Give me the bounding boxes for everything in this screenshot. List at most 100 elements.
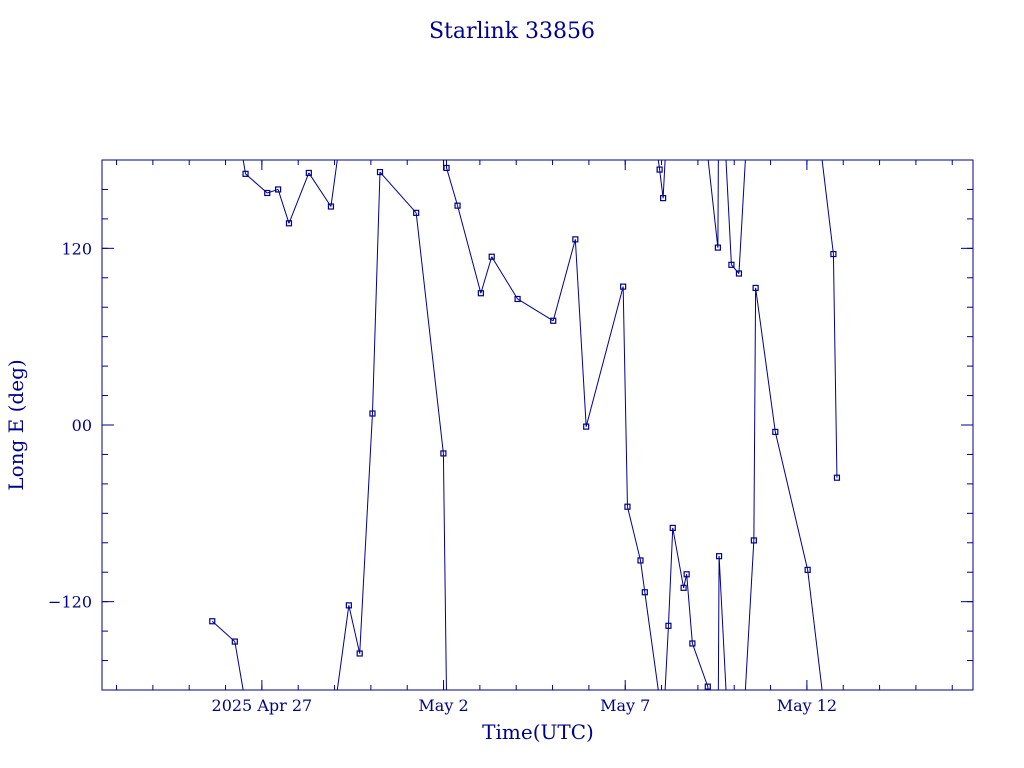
data-point [660, 195, 667, 202]
series-segment [807, 569, 823, 690]
series-segment [517, 298, 554, 322]
series-segment [480, 256, 493, 294]
series-segment [359, 413, 373, 654]
data-point [356, 650, 363, 657]
series-segment [707, 686, 709, 690]
data-point [750, 537, 757, 544]
y-tick-label: 120 [61, 239, 92, 258]
data-point [641, 589, 648, 596]
series-segment [234, 641, 244, 690]
data-point [656, 166, 663, 173]
series-segment [774, 431, 809, 570]
data-point [369, 410, 376, 417]
data-point [477, 290, 484, 297]
series-segment [622, 286, 628, 507]
data-point [264, 189, 271, 197]
data-point [833, 474, 841, 481]
series-segment [686, 574, 693, 644]
data-point [637, 557, 644, 564]
data-point [714, 244, 721, 251]
data-point [715, 553, 723, 560]
data-point [680, 584, 687, 591]
series-segment [446, 167, 459, 206]
series-segment [585, 286, 624, 427]
series-segment [718, 556, 727, 690]
series-segment [717, 556, 720, 690]
series-segment [348, 605, 361, 654]
series-segment [731, 264, 740, 274]
series-segment [267, 188, 279, 194]
series-segment [744, 540, 755, 690]
data-point [572, 236, 579, 243]
series-segment [691, 643, 709, 687]
data-point [804, 566, 811, 573]
series-segment [644, 592, 659, 690]
axis-ticks [102, 160, 973, 690]
y-tick-label: 00 [72, 416, 92, 435]
series-segment [245, 173, 268, 194]
series-segment [211, 620, 236, 642]
data-point [669, 524, 676, 532]
series-layer [209, 160, 841, 690]
data-point [305, 169, 312, 177]
series-segment [626, 506, 641, 561]
data-point [454, 202, 461, 209]
series-segment [738, 160, 746, 274]
series-segment [667, 527, 674, 626]
series-segment [725, 160, 732, 265]
series-segment [755, 287, 776, 432]
data-point [689, 640, 696, 647]
data-point [550, 317, 557, 324]
data-point [440, 450, 447, 457]
series-segment [415, 212, 444, 454]
series-segment [672, 527, 685, 588]
x-tick-label: May 7 [600, 696, 650, 715]
series-segment [664, 625, 669, 690]
series-segment [639, 560, 646, 593]
series-segment [659, 169, 664, 199]
series-segment [707, 160, 719, 248]
data-point [772, 428, 779, 436]
data-point [683, 571, 690, 578]
data-point [327, 203, 335, 210]
series-segment [662, 160, 666, 199]
series-segment [657, 160, 661, 170]
data-point [583, 423, 590, 430]
data-point [209, 618, 216, 625]
data-point [735, 270, 743, 277]
series-segment [242, 160, 247, 174]
x-tick-label: 2025 Apr 27 [212, 696, 313, 715]
plot-frame [101, 159, 974, 691]
series-segment [574, 239, 587, 427]
data-point [488, 253, 495, 260]
plot-area [209, 160, 841, 690]
series-segment [336, 605, 350, 690]
series-segment [288, 172, 310, 224]
series-segment [753, 287, 757, 541]
data-point [413, 209, 420, 216]
data-point [376, 168, 384, 176]
series-segment [821, 160, 834, 255]
data-point [728, 261, 735, 268]
series-segment [442, 453, 447, 690]
data-point [620, 283, 627, 290]
y-axis-label: Long E (deg) [4, 359, 28, 490]
series-segment [308, 172, 332, 207]
data-point [242, 170, 249, 177]
data-point [514, 295, 521, 303]
series-segment [330, 160, 338, 207]
x-tick-label: May 2 [418, 696, 468, 715]
series-segment [379, 171, 417, 214]
series-segment [277, 189, 290, 224]
data-point [443, 164, 450, 172]
data-point [274, 186, 282, 193]
data-point [665, 622, 672, 629]
series-segment [552, 239, 576, 321]
data-point [231, 638, 238, 645]
data-point [345, 602, 352, 609]
data-point [752, 284, 759, 292]
x-axis-label: Time(UTC) [482, 720, 594, 744]
data-point [285, 220, 293, 227]
chart-title: Starlink 33856 [429, 19, 595, 44]
